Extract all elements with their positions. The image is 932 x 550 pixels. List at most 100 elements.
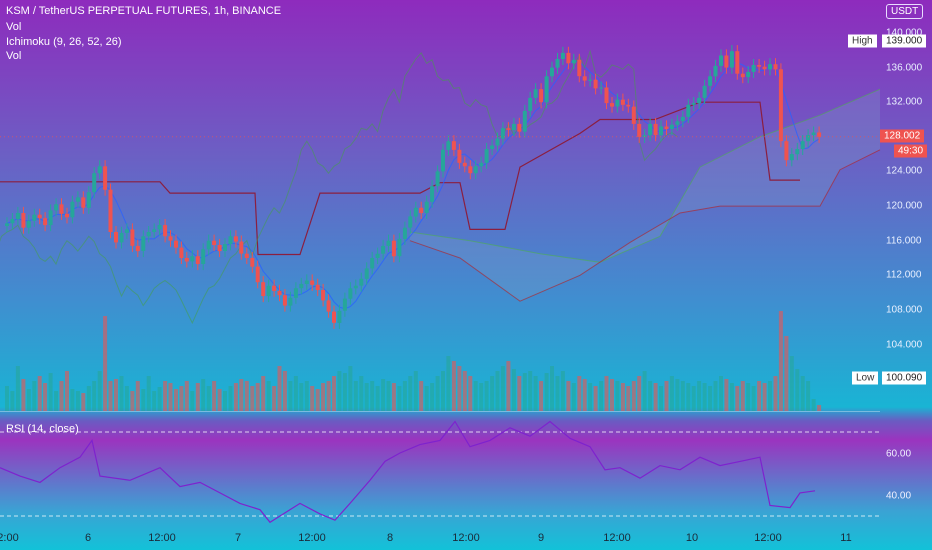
candle-body <box>430 186 435 202</box>
volume-bar <box>239 379 244 411</box>
volume-bar <box>223 391 227 411</box>
volume-bar <box>528 371 533 411</box>
volume-bar <box>490 376 495 411</box>
candle-body <box>446 141 451 150</box>
legend-vol-1[interactable]: Vol <box>6 21 22 33</box>
candle-body <box>386 240 391 246</box>
candle-body <box>724 55 729 68</box>
volume-bar <box>631 381 636 411</box>
volume-bar <box>135 381 140 411</box>
volume-bar <box>451 361 456 411</box>
volume-bar <box>768 381 772 411</box>
chart-title: KSM / TetherUS PERPETUAL FUTURES, 1h, BI… <box>6 5 282 17</box>
candle-body <box>75 197 80 202</box>
candle-body <box>522 110 527 132</box>
candle-body <box>669 124 674 129</box>
volume-bar <box>15 366 20 411</box>
candle-body <box>54 204 59 211</box>
candle-body <box>239 241 244 254</box>
time-tick: 2:00 <box>0 532 19 544</box>
candle-body <box>65 213 69 218</box>
candle-body <box>680 116 685 122</box>
volume-bar <box>212 381 217 411</box>
volume-bar <box>43 383 48 411</box>
volume-bar <box>184 381 189 411</box>
candle-body <box>402 227 407 239</box>
rsi-title[interactable]: RSI (14, close) <box>6 423 79 435</box>
volume-bar <box>359 376 364 411</box>
volume-bar <box>686 383 691 411</box>
candle-body <box>337 310 342 323</box>
candle-body <box>571 59 576 64</box>
volume-bar <box>517 376 522 411</box>
candle-body <box>735 51 740 74</box>
kijun-line <box>0 101 800 256</box>
volume-bar <box>424 386 429 411</box>
time-tick: 8 <box>386 532 394 544</box>
volume-bar <box>817 405 822 411</box>
volume-bar <box>282 371 287 411</box>
candle-body <box>37 214 42 219</box>
candle-body <box>555 59 560 68</box>
candle-body <box>272 285 277 291</box>
price-tick: 136.000 <box>886 62 923 74</box>
candle-body <box>370 258 375 269</box>
candle-body <box>26 220 31 228</box>
price-tick: 120.000 <box>886 200 923 212</box>
volume-bar <box>724 379 729 411</box>
volume-bar <box>124 386 129 411</box>
candle-body <box>184 258 189 262</box>
candle-body <box>789 154 794 161</box>
rsi-scale-60: 60.00 <box>886 448 912 460</box>
volume-bar <box>233 383 238 411</box>
volume-bar <box>59 381 64 411</box>
volume-bar <box>615 381 620 411</box>
volume-bar <box>54 391 59 411</box>
volume-bar <box>299 383 304 411</box>
candle-body <box>179 247 184 258</box>
volume-bar <box>740 381 745 411</box>
candle-body <box>103 166 108 190</box>
candle-body <box>702 85 707 98</box>
volume-bar <box>195 383 200 411</box>
legend-ichimoku[interactable]: Ichimoku (9, 26, 52, 26) <box>6 36 122 48</box>
time-tick: 12:00 <box>754 532 782 544</box>
volume-bar <box>675 379 680 411</box>
candle-body <box>114 232 118 243</box>
candle-body <box>195 256 200 264</box>
legend-vol-2[interactable]: Vol <box>6 50 22 62</box>
volume-bar <box>293 376 298 411</box>
candle-body <box>490 145 495 149</box>
candle-body <box>223 244 227 251</box>
low-label: Low <box>852 371 879 385</box>
currency-button[interactable]: USDT <box>886 4 924 19</box>
volume-bar <box>114 379 118 411</box>
candle-body <box>299 283 304 289</box>
chikou-line <box>0 49 678 325</box>
candle-body <box>168 236 173 241</box>
candle-body <box>506 128 511 130</box>
volume-bar <box>648 381 653 411</box>
candle-body <box>588 79 593 81</box>
volume-bar <box>179 386 184 411</box>
candle-body <box>233 236 238 242</box>
pane-separator <box>0 411 880 412</box>
candle-body <box>740 73 745 78</box>
time-tick: 11 <box>840 532 852 544</box>
candle-body <box>511 123 516 130</box>
volume-bar <box>560 371 565 411</box>
volume-bar <box>381 379 386 411</box>
candle-body <box>675 121 680 125</box>
candle-body <box>539 89 544 103</box>
volume-bar <box>539 381 544 411</box>
candle-body <box>484 149 489 163</box>
candle-body <box>152 229 157 232</box>
candle-body <box>631 106 636 124</box>
candle-body <box>610 103 614 107</box>
volume-bar <box>659 386 663 411</box>
candle-body <box>626 104 631 107</box>
candle-body <box>757 65 762 67</box>
price-tick: 124.000 <box>886 165 923 177</box>
